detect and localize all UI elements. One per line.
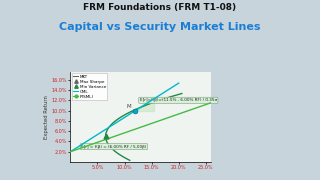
Text: FRM Foundations (FRM T1-08): FRM Foundations (FRM T1-08) (84, 3, 236, 12)
Text: E[r] = f(β) = (6.00% RF / 5.00β): E[r] = f(β) = (6.00% RF / 5.00β) (81, 145, 147, 149)
Polygon shape (135, 99, 154, 111)
Y-axis label: Expected Return: Expected Return (44, 95, 49, 139)
Text: M: M (127, 104, 132, 109)
Legend: MKT, Max Sharpe, Min Variance, CML, P(SML): MKT, Max Sharpe, Min Variance, CML, P(SM… (72, 73, 108, 100)
Text: Capital vs Security Market Lines: Capital vs Security Market Lines (59, 22, 261, 33)
Text: E[r]=f(β)=(11.5% - 6.00% RF) / 0.35σ: E[r]=f(β)=(11.5% - 6.00% RF) / 0.35σ (140, 98, 217, 102)
